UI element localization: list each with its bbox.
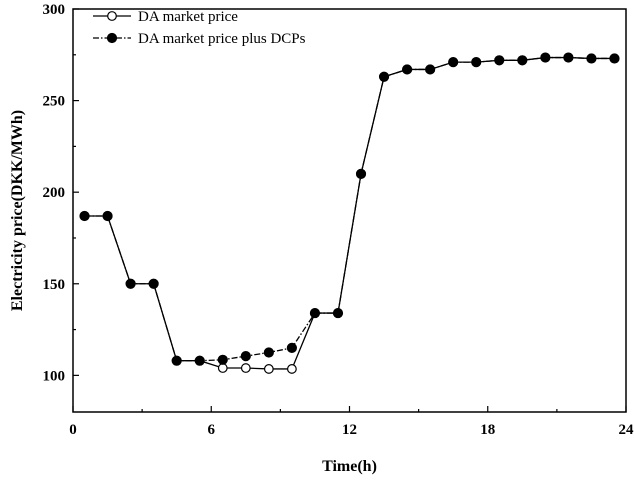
data-point	[102, 210, 113, 222]
data-point	[125, 278, 136, 289]
data-point	[217, 354, 228, 365]
data-point	[217, 363, 228, 373]
series-layer	[79, 52, 620, 374]
x-tick-label: 24	[619, 422, 634, 438]
data-point	[79, 210, 90, 222]
data-point	[355, 168, 367, 179]
data-point	[425, 64, 436, 75]
data-point	[517, 55, 528, 66]
data-point	[378, 71, 390, 82]
data-point	[263, 347, 274, 358]
data-point	[402, 64, 413, 75]
data-point	[448, 57, 459, 68]
data-point	[240, 363, 251, 373]
data-point	[494, 55, 505, 66]
y-axis-title: Electricity price(DKK/MWh)	[9, 110, 26, 311]
data-point	[263, 364, 274, 374]
legend-item-da-market-price-plus-dcps: DA market price plus DCPs	[93, 31, 306, 47]
data-point	[471, 57, 482, 68]
x-tick-label: 12	[342, 422, 357, 438]
data-point	[332, 307, 344, 319]
x-axis-title: Time(h)	[322, 458, 377, 475]
data-point	[286, 342, 297, 353]
axes	[72, 8, 627, 413]
data-point	[240, 351, 251, 362]
legend-label-da-market-price: DA market price	[138, 9, 238, 25]
series-line-0	[84, 56, 615, 370]
y-tick-label: 200	[43, 185, 66, 201]
series-line-1	[84, 56, 615, 362]
x-tick-label: 18	[480, 422, 495, 438]
data-point	[586, 53, 597, 64]
data-point	[540, 52, 551, 63]
legend-marker-filled-circle-icon	[106, 32, 118, 44]
x-tick-label: 0	[69, 422, 77, 438]
y-tick-label: 150	[43, 277, 66, 293]
legend-label-da-market-price-plus-dcps: DA market price plus DCPs	[138, 31, 306, 47]
plot-frame	[72, 8, 627, 413]
data-point	[194, 355, 205, 366]
y-tick-label: 250	[43, 94, 66, 110]
ticks: 0 6 12 18 24 100 150 200 250 300	[43, 2, 634, 438]
data-point	[563, 52, 574, 63]
y-tick-label: 300	[43, 2, 66, 18]
x-tick-label: 6	[208, 422, 216, 438]
data-point	[148, 278, 159, 289]
legend-marker-open-circle-icon	[107, 11, 117, 21]
y-tick-label: 100	[43, 368, 66, 384]
legend: DA market price DA market price plus DCP…	[93, 9, 306, 47]
legend-item-da-market-price: DA market price	[93, 9, 238, 25]
data-point	[309, 307, 321, 319]
data-point	[171, 355, 182, 366]
data-point	[609, 53, 620, 64]
data-point	[286, 364, 297, 374]
